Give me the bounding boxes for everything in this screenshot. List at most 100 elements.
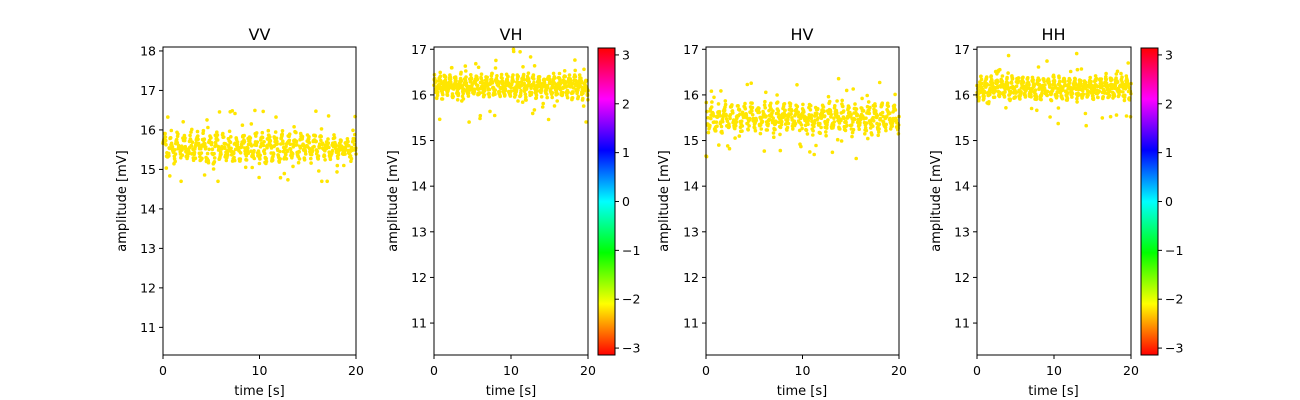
data-point [238, 157, 243, 161]
data-point [467, 120, 471, 124]
data-point [552, 104, 557, 108]
data-point [494, 58, 498, 63]
data-point [842, 116, 846, 121]
data-point [268, 135, 272, 139]
data-point [1119, 71, 1123, 76]
data-point [794, 107, 799, 112]
data-point [448, 77, 453, 82]
data-point [509, 89, 513, 93]
colorbar-tick-label: −3 [622, 341, 640, 356]
y-tick-label: 16 [954, 87, 970, 102]
data-point [725, 144, 730, 148]
data-point [888, 116, 892, 121]
data-point [747, 116, 752, 121]
data-point [235, 142, 240, 147]
data-point [886, 104, 891, 109]
data-point [891, 119, 895, 124]
data-point [870, 132, 874, 137]
data-point [883, 125, 888, 130]
data-point [1127, 86, 1131, 90]
data-point [229, 146, 233, 151]
data-point [1005, 75, 1009, 80]
data-point [240, 144, 244, 149]
data-point [854, 156, 858, 161]
data-point [577, 73, 582, 77]
data-point [863, 126, 868, 130]
data-point [352, 142, 357, 147]
data-point [255, 140, 260, 144]
data-point [775, 93, 779, 97]
data-point [995, 80, 1000, 84]
data-point [352, 138, 357, 143]
data-point [535, 89, 539, 93]
data-point [281, 141, 285, 146]
data-point [584, 120, 588, 124]
data-point [750, 113, 755, 117]
data-point [461, 97, 466, 101]
data-point [285, 149, 290, 154]
data-point [309, 152, 314, 157]
data-point [278, 175, 283, 180]
data-point [866, 100, 871, 104]
data-point [260, 130, 265, 135]
data-point [511, 49, 516, 54]
data-point [1034, 95, 1039, 99]
data-point [1056, 121, 1060, 126]
data-point [348, 154, 353, 158]
data-point [852, 117, 857, 122]
data-point [1037, 78, 1041, 82]
data-point [1089, 79, 1093, 84]
data-point [1083, 80, 1088, 85]
data-point [880, 110, 885, 115]
data-point [168, 174, 172, 178]
data-point [799, 123, 804, 127]
x-axis-label: time [s] [234, 384, 284, 399]
data-point [519, 88, 523, 93]
data-point [437, 117, 442, 122]
data-point [804, 128, 809, 132]
data-point [287, 132, 292, 136]
x-tick-label: 10 [1046, 363, 1062, 378]
data-point [182, 138, 187, 143]
data-point [346, 139, 350, 144]
data-point [226, 153, 230, 157]
y-axis-ticks: 11 12 13 14 15 16 17 18 [140, 43, 163, 335]
data-point [835, 137, 840, 142]
data-point [475, 83, 480, 88]
data-point [561, 91, 565, 95]
y-tick-label: 12 [140, 280, 156, 295]
data-point [851, 87, 855, 91]
data-point [555, 92, 560, 96]
data-point [831, 123, 836, 127]
data-point [326, 137, 330, 141]
data-point [321, 142, 325, 146]
data-point [199, 151, 204, 155]
data-point [573, 58, 577, 62]
data-point [723, 99, 728, 103]
data-point [185, 154, 190, 158]
data-point [704, 154, 709, 159]
data-point [246, 151, 251, 156]
x-tick-label: 0 [702, 363, 710, 378]
data-point [758, 131, 763, 136]
x-tick-label: 10 [503, 363, 519, 378]
data-point [828, 109, 833, 114]
data-points [975, 51, 1133, 128]
colorbar-tick-label: −1 [622, 243, 640, 258]
data-point [295, 143, 299, 147]
data-point [319, 134, 324, 139]
data-point [275, 142, 280, 146]
data-point [815, 111, 819, 116]
y-tick-label: 14 [140, 201, 156, 216]
data-point [743, 107, 748, 111]
data-point [783, 108, 787, 113]
data-point [753, 126, 757, 130]
data-point [1006, 53, 1011, 58]
data-point [1040, 91, 1044, 95]
data-point [885, 114, 889, 119]
data-point [524, 95, 528, 99]
data-point [1055, 94, 1059, 98]
data-point [1083, 111, 1088, 116]
data-point [532, 108, 537, 112]
data-point [789, 112, 793, 116]
